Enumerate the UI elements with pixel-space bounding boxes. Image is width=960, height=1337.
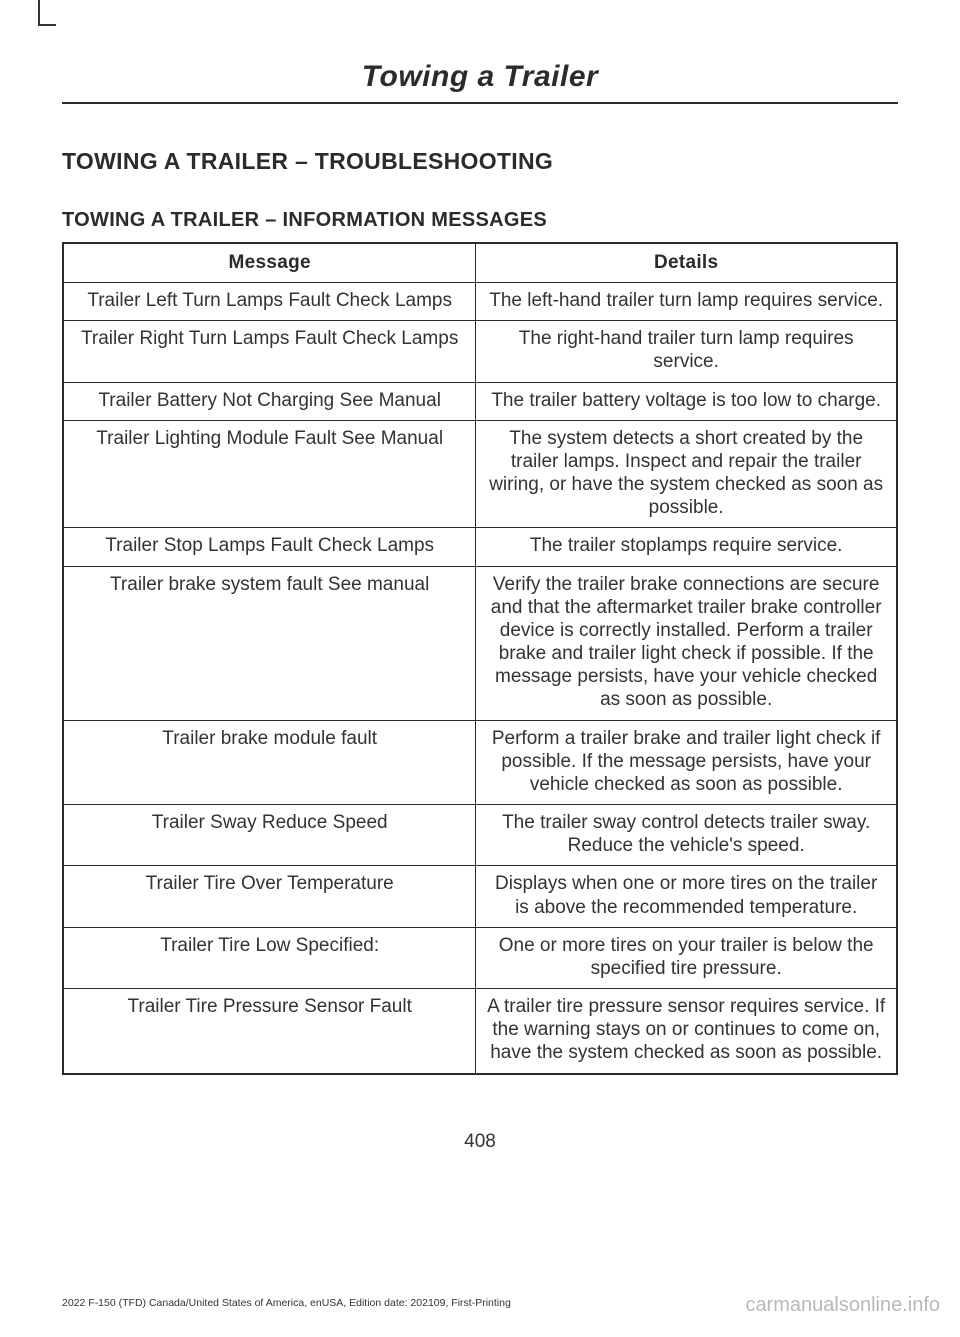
page-content: Towing a Trailer TOWING A TRAILER – TROU… [0, 0, 960, 1193]
footer-edition: 2022 F-150 (TFD) Canada/United States of… [62, 1297, 511, 1309]
col-header-message: Message [63, 243, 476, 283]
table-row: Trailer brake system fault See manual Ve… [63, 566, 897, 720]
table-row: Trailer Lighting Module Fault See Manual… [63, 420, 897, 528]
table-row: Trailer Sway Reduce Speed The trailer sw… [63, 805, 897, 866]
cell-message: Trailer Lighting Module Fault See Manual [63, 420, 476, 528]
cell-message: Trailer Tire Pressure Sensor Fault [63, 989, 476, 1074]
cell-details: Verify the trailer brake connections are… [476, 566, 897, 720]
cell-details: The trailer stoplamps require service. [476, 528, 897, 566]
messages-table: Message Details Trailer Left Turn Lamps … [62, 242, 898, 1075]
cell-details: Perform a trailer brake and trailer ligh… [476, 720, 897, 805]
cell-details: The system detects a short created by th… [476, 420, 897, 528]
cell-message: Trailer Sway Reduce Speed [63, 805, 476, 866]
cell-message: Trailer Stop Lamps Fault Check Lamps [63, 528, 476, 566]
cell-message: Trailer Tire Over Temperature [63, 866, 476, 927]
cell-message: Trailer Right Turn Lamps Fault Check Lam… [63, 321, 476, 382]
cell-message: Trailer Tire Low Specified: [63, 927, 476, 988]
cell-details: The left-hand trailer turn lamp requires… [476, 283, 897, 321]
cell-message: Trailer brake module fault [63, 720, 476, 805]
cell-message: Trailer Left Turn Lamps Fault Check Lamp… [63, 283, 476, 321]
table-row: Trailer Right Turn Lamps Fault Check Lam… [63, 321, 897, 382]
table-row: Trailer Tire Low Specified: One or more … [63, 927, 897, 988]
crop-mark [38, 0, 56, 26]
table-row: Trailer Tire Over Temperature Displays w… [63, 866, 897, 927]
col-header-details: Details [476, 243, 897, 283]
cell-details: One or more tires on your trailer is bel… [476, 927, 897, 988]
table-row: Trailer Battery Not Charging See Manual … [63, 382, 897, 420]
cell-details: A trailer tire pressure sensor requires … [476, 989, 897, 1074]
cell-message: Trailer Battery Not Charging See Manual [63, 382, 476, 420]
table-row: Trailer Stop Lamps Fault Check Lamps The… [63, 528, 897, 566]
cell-details: The right-hand trailer turn lamp require… [476, 321, 897, 382]
table-row: Trailer Tire Pressure Sensor Fault A tra… [63, 989, 897, 1074]
cell-details: Displays when one or more tires on the t… [476, 866, 897, 927]
title-rule [62, 102, 898, 104]
table-row: Trailer brake module fault Perform a tra… [63, 720, 897, 805]
section-heading: TOWING A TRAILER – TROUBLESHOOTING [62, 148, 898, 175]
cell-message: Trailer brake system fault See manual [63, 566, 476, 720]
cell-details: The trailer battery voltage is too low t… [476, 382, 897, 420]
cell-details: The trailer sway control detects trailer… [476, 805, 897, 866]
page-number: 408 [62, 1131, 898, 1153]
chapter-title: Towing a Trailer [62, 60, 898, 94]
table-row: Trailer Left Turn Lamps Fault Check Lamp… [63, 283, 897, 321]
footer-watermark: carmanualsonline.info [745, 1294, 940, 1317]
subsection-heading: TOWING A TRAILER – INFORMATION MESSAGES [62, 209, 898, 232]
